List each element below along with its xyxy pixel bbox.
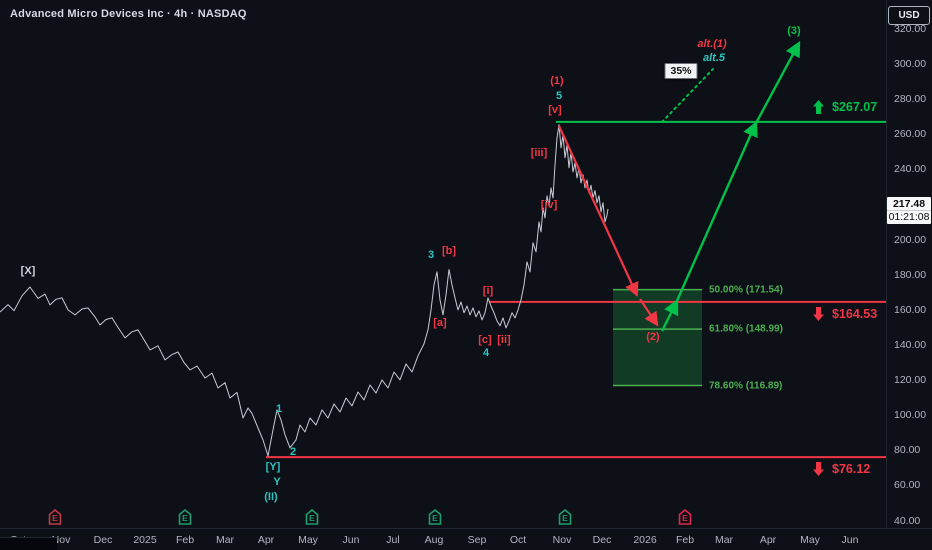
time-axis-tick: 2026 (633, 534, 657, 546)
price-axis-tick: 120.00 (894, 374, 927, 387)
time-axis-tick: Aug (424, 534, 444, 546)
currency-toggle-button[interactable]: USD (888, 6, 930, 25)
time-axis-tick: Nov (552, 534, 572, 546)
fib-level-label-0: 50.00% (171.54) (709, 284, 783, 296)
time-axis-tick: Jun (342, 534, 360, 546)
wave-label[interactable]: [ii] (497, 334, 511, 346)
time-axis-tick: May (800, 534, 820, 546)
alt-scenario-dotted-line[interactable] (661, 68, 714, 123)
time-axis-tick: Sep (467, 534, 487, 546)
svg-text:E: E (309, 513, 315, 523)
bullish-projection-arrow[interactable] (753, 40, 801, 126)
wave-label[interactable]: alt.5 (702, 52, 726, 64)
time-axis-tick: Apr (759, 534, 777, 546)
earnings-marker-icon[interactable]: E (178, 508, 192, 530)
time-axis-tick: Feb (175, 534, 195, 546)
earnings-marker-icon[interactable]: E (48, 508, 62, 530)
svg-text:E: E (52, 513, 58, 523)
arrow-down-icon (813, 462, 824, 477)
wave-label[interactable]: [i] (482, 285, 494, 297)
svg-text:E: E (682, 513, 688, 523)
earnings-marker-icon[interactable]: E (558, 508, 572, 530)
time-axis-tick: Apr (257, 534, 275, 546)
arrow-down-icon (813, 306, 824, 321)
arrow-up-icon (813, 99, 824, 114)
wave-label[interactable]: [X] (20, 265, 36, 277)
price-level-tag-2[interactable]: $76.12 (812, 462, 871, 477)
wave-label[interactable]: 2 (289, 446, 297, 458)
price-axis-tick: 180.00 (894, 268, 927, 281)
time-axis-tick: Feb (675, 534, 695, 546)
wave-label[interactable]: [c] (478, 334, 492, 346)
bullish-projection-arrow[interactable] (660, 298, 679, 332)
wave-label[interactable]: [Y] (265, 461, 281, 473)
wave-label[interactable]: 3 (427, 249, 435, 261)
fib-level-label-1: 61.80% (148.99) (709, 323, 783, 335)
wave-label[interactable]: (3) (787, 25, 801, 37)
time-axis-tick: 2025 (133, 534, 157, 546)
wave-label[interactable]: 4 (482, 347, 490, 359)
wave-label[interactable]: [a] (433, 317, 447, 329)
price-level-text: $164.53 (832, 306, 878, 321)
price-scale-axis[interactable]: 320.00 300.00 280.00 260.00 240.00 200.00 180.… (886, 0, 932, 528)
wave-label[interactable]: 5 (555, 90, 563, 102)
price-level-text: $267.07 (832, 99, 878, 114)
price-line-series (0, 124, 609, 457)
price-level-tag-1[interactable]: $164.53 (812, 306, 878, 321)
price-axis-tick: 100.00 (894, 409, 927, 422)
earnings-marker-icon[interactable]: E (305, 508, 319, 530)
price-axis-tick: 40.00 (894, 514, 921, 527)
wave-label[interactable]: [v] (548, 104, 562, 116)
axis-corner-box (0, 537, 57, 550)
price-axis-tick: 60.00 (894, 479, 921, 492)
bullish-projection-arrow[interactable] (674, 120, 758, 304)
wave-label[interactable]: (2) (646, 331, 660, 343)
svg-text:E: E (562, 513, 568, 523)
wave-label[interactable]: 1 (275, 403, 283, 415)
earnings-marker-icon[interactable]: E (428, 508, 442, 530)
bar-countdown: 01:21:08 (887, 210, 931, 223)
time-axis-tick: Mar (714, 534, 734, 546)
wave-label[interactable]: [iii] (530, 147, 548, 159)
price-level-tag-0[interactable]: $267.07 (812, 99, 878, 114)
time-axis-tick: Mar (215, 534, 235, 546)
time-axis-tick: Oct (509, 534, 527, 546)
price-axis-tick: 260.00 (894, 128, 927, 141)
price-axis-tick: 280.00 (894, 93, 927, 106)
time-axis-tick: Jun (841, 534, 859, 546)
fib-level-label-2: 78.60% (116.89) (709, 380, 783, 392)
wave-label[interactable]: (II) (264, 491, 278, 503)
bearish-projection-arrow[interactable] (558, 125, 639, 297)
last-price-box: 217.48 01:21:08 (887, 197, 931, 224)
price-axis-tick: 80.00 (894, 444, 921, 457)
time-axis-tick: Jul (386, 534, 400, 546)
price-axis-tick: 140.00 (894, 338, 927, 351)
time-scale-axis[interactable]: OctNovDec2025FebMarAprMayJunJulAugSepOct… (0, 528, 932, 550)
price-level-text: $76.12 (832, 462, 871, 477)
time-axis-tick: Dec (93, 534, 113, 546)
symbol-title: Advanced Micro Devices Inc · 4h · NASDAQ (10, 8, 247, 20)
price-axis-tick: 320.00 (894, 23, 927, 35)
probability-note-box[interactable]: 35% (664, 63, 698, 79)
wave-label[interactable]: Y (273, 476, 281, 488)
price-axis-tick: 300.00 (894, 58, 927, 71)
price-axis-tick: 160.00 (894, 303, 927, 316)
wave-label[interactable]: alt.(1) (697, 38, 727, 50)
price-axis-tick: 240.00 (894, 163, 927, 176)
fib-retracement-box[interactable] (613, 289, 702, 386)
bearish-projection-arrow[interactable] (639, 298, 659, 327)
svg-text:E: E (182, 513, 188, 523)
wave-label[interactable]: [b] (441, 245, 457, 257)
last-price-value: 217.48 (892, 198, 926, 210)
svg-text:E: E (432, 513, 438, 523)
earnings-marker-icon[interactable]: E (678, 508, 692, 530)
wave-label[interactable]: [iv] (540, 199, 558, 211)
price-axis-tick: 200.00 (894, 233, 927, 246)
time-axis-tick: Dec (592, 534, 612, 546)
wave-label[interactable]: (1) (550, 75, 564, 87)
time-axis-tick: May (298, 534, 318, 546)
